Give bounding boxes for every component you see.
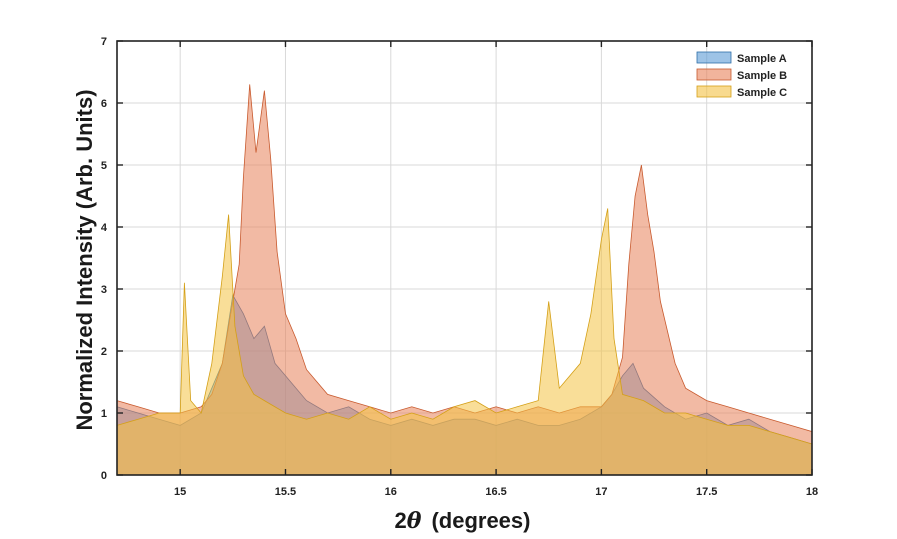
y-tick-label: 5 xyxy=(101,160,107,172)
legend-swatch xyxy=(696,51,732,64)
x-tick-label: 16.5 xyxy=(485,486,506,498)
y-tick-label: 3 xyxy=(101,284,107,296)
series-area-sample-c xyxy=(116,208,813,476)
x-axis-title-prefix: 2 xyxy=(395,508,407,533)
legend: Sample A Sample B Sample C xyxy=(696,51,787,99)
tick-labels: 15 15.5 16 16.5 17 17.5 18 0 1 2 3 4 5 6 7 xyxy=(101,36,818,498)
x-tick-label: 15 xyxy=(174,486,186,498)
y-tick-label: 4 xyxy=(101,222,108,234)
plot-frame xyxy=(116,40,813,476)
x-tick-label: 17 xyxy=(595,486,607,498)
ticks xyxy=(117,40,813,476)
x-axis-title: 2θ (degrees) xyxy=(395,508,531,534)
y-tick-label: 1 xyxy=(101,408,107,420)
x-tick-label: 15.5 xyxy=(275,486,296,498)
y-tick-label: 2 xyxy=(101,346,107,358)
legend-swatch xyxy=(696,85,732,98)
legend-swatch xyxy=(696,68,732,81)
y-axis-title: Normalized Intensity (Arb. Units) xyxy=(72,89,97,430)
x-tick-label: 16 xyxy=(385,486,397,498)
x-tick-label: 17.5 xyxy=(696,486,717,498)
y-tick-label: 0 xyxy=(101,470,107,482)
x-axis-title-theta: θ xyxy=(407,508,422,534)
legend-label: Sample C xyxy=(737,87,787,99)
x-axis-title-unit: (degrees) xyxy=(431,508,530,533)
legend-label: Sample A xyxy=(737,53,787,65)
series-layer xyxy=(116,84,813,476)
y-tick-label: 6 xyxy=(101,98,107,110)
legend-label: Sample B xyxy=(737,70,787,82)
x-tick-label: 18 xyxy=(806,486,818,498)
y-tick-label: 7 xyxy=(101,36,107,48)
